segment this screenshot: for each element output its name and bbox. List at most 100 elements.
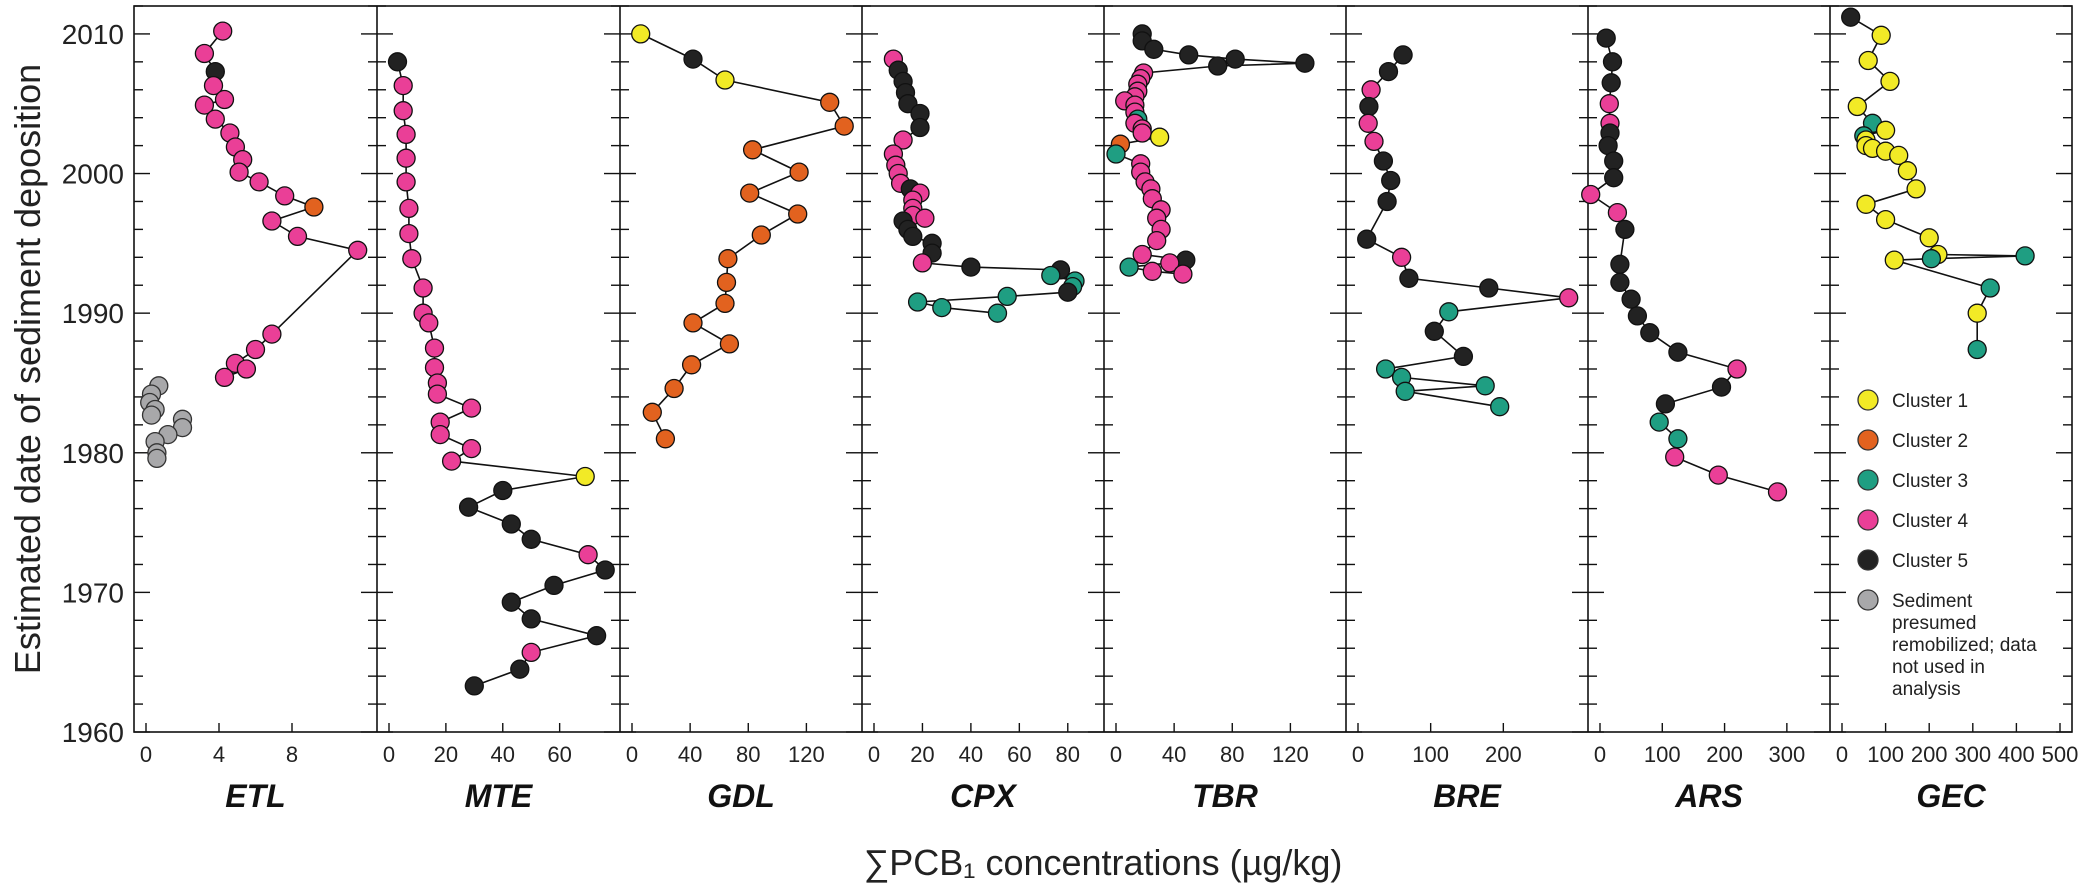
data-point-gdl-cluster-2 bbox=[664, 378, 684, 399]
data-point-cpx-cluster-3 bbox=[997, 286, 1017, 307]
data-point-gdl-cluster-2 bbox=[716, 272, 737, 293]
x-tick-label: 80 bbox=[1220, 742, 1244, 767]
site-label-cpx: CPX bbox=[950, 778, 1017, 814]
legend-swatch bbox=[1857, 469, 1879, 491]
data-point-tbr-cluster-5 bbox=[1144, 39, 1164, 59]
data-point-tbr-cluster-4 bbox=[1173, 264, 1193, 284]
data-point-etl-cluster-4 bbox=[245, 339, 266, 360]
data-point-tbr-cluster-4 bbox=[1160, 253, 1180, 273]
x-tick-label: 100 bbox=[1644, 742, 1681, 767]
x-tick-label: 100 bbox=[1412, 742, 1449, 767]
legend-label: Cluster 3 bbox=[1892, 471, 1968, 492]
data-point-cpx-cluster-4 bbox=[915, 208, 935, 228]
x-tick-label: 0 bbox=[1836, 742, 1848, 767]
data-point-tbr-cluster-3 bbox=[1119, 257, 1139, 277]
data-point-bre-cluster-5 bbox=[1479, 278, 1499, 298]
data-point-tbr-cluster-3 bbox=[1106, 144, 1126, 164]
x-tick-label: 0 bbox=[1594, 742, 1606, 767]
x-tick-label: 200 bbox=[1485, 742, 1522, 767]
data-point-ars-cluster-4 bbox=[1581, 184, 1601, 205]
data-point-ars-cluster-5 bbox=[1604, 168, 1624, 188]
data-point-gdl-cluster-2 bbox=[789, 162, 809, 182]
data-point-etl-cluster-4 bbox=[214, 89, 235, 110]
x-tick-label: 80 bbox=[1056, 742, 1080, 767]
data-point-cpx-cluster-4 bbox=[912, 253, 933, 273]
data-point-bre-cluster-5 bbox=[1373, 151, 1394, 171]
data-point-gec-cluster-3 bbox=[2015, 246, 2035, 266]
data-point-ars-cluster-5 bbox=[1627, 306, 1648, 326]
series-line-gec bbox=[1850, 16, 2026, 350]
data-point-mte-cluster-4 bbox=[419, 313, 439, 333]
legend-swatch bbox=[1857, 429, 1879, 451]
data-point-ars-cluster-5 bbox=[1621, 289, 1641, 309]
site-label-mte: MTE bbox=[465, 778, 534, 814]
data-point-bre-cluster-3 bbox=[1375, 359, 1396, 379]
x-tick-label: 200 bbox=[1911, 742, 1948, 767]
data-point-mte-cluster-4 bbox=[424, 338, 445, 358]
data-point-mte-cluster-4 bbox=[427, 384, 448, 404]
data-point-mte-cluster-5 bbox=[586, 626, 607, 646]
site-label-gec: GEC bbox=[1916, 778, 1986, 814]
data-point-bre-cluster-3 bbox=[1490, 397, 1510, 417]
data-point-gdl-cluster-2 bbox=[742, 140, 763, 160]
data-point-gdl-cluster-1 bbox=[631, 24, 651, 44]
legend-label: presumed bbox=[1892, 613, 1977, 634]
data-point-gec-cluster-3 bbox=[1967, 339, 1987, 360]
data-point-mte-cluster-5 bbox=[464, 676, 484, 696]
data-point-mte-cluster-5 bbox=[510, 659, 530, 679]
data-point-gec-cluster-3 bbox=[1921, 249, 1942, 269]
data-point-bre-cluster-5 bbox=[1453, 346, 1474, 367]
data-point-gec-cluster-1 bbox=[1897, 161, 1918, 181]
site-label-ars: ARS bbox=[1674, 778, 1743, 814]
data-point-tbr-cluster-5 bbox=[1225, 49, 1245, 69]
data-point-etl-cluster-4 bbox=[205, 109, 225, 129]
y-tick-label: 1960 bbox=[62, 717, 124, 748]
data-point-mte-cluster-4 bbox=[396, 124, 416, 145]
legend-label: Cluster 5 bbox=[1892, 551, 1968, 572]
data-point-gec-cluster-1 bbox=[1880, 71, 1900, 92]
data-point-etl-cluster-4 bbox=[236, 359, 257, 379]
y-tick-label: 2000 bbox=[62, 159, 124, 190]
data-point-etl-cluster-4 bbox=[275, 186, 295, 206]
data-point-gdl-cluster-2 bbox=[718, 249, 738, 269]
data-point-ars-cluster-5 bbox=[1655, 394, 1676, 414]
data-point-tbr-cluster-4 bbox=[1142, 261, 1162, 281]
data-point-ars-cluster-5 bbox=[1596, 28, 1616, 48]
data-point-gec-cluster-1 bbox=[1889, 145, 1909, 166]
data-point-gec-cluster-1 bbox=[1967, 303, 1987, 323]
data-point-mte-cluster-1 bbox=[575, 466, 595, 487]
x-tick-label: 400 bbox=[1998, 742, 2035, 767]
data-point-ars-cluster-5 bbox=[1610, 254, 1630, 274]
legend-label: analysis bbox=[1892, 679, 1961, 700]
data-point-bre-cluster-3 bbox=[1395, 381, 1415, 401]
data-point-mte-cluster-5 bbox=[501, 592, 521, 612]
x-tick-label: 40 bbox=[491, 742, 515, 767]
legend-swatch bbox=[1857, 549, 1879, 571]
data-point-gdl-cluster-2 bbox=[788, 204, 808, 224]
data-point-gec-cluster-1 bbox=[1847, 96, 1867, 117]
data-point-gdl-cluster-5 bbox=[683, 49, 703, 69]
data-point-bre-cluster-4 bbox=[1358, 113, 1378, 133]
data-point-bre-cluster-4 bbox=[1361, 80, 1381, 100]
x-tick-label: 200 bbox=[1706, 742, 1743, 767]
x-tick-label: 0 bbox=[868, 742, 880, 767]
data-point-cpx-cluster-3 bbox=[932, 297, 952, 318]
data-point-gec-cluster-1 bbox=[1906, 179, 1926, 199]
data-point-etl-cluster-4 bbox=[229, 162, 249, 182]
data-point-mte-cluster-4 bbox=[521, 642, 541, 663]
data-point-etl-cluster-4 bbox=[262, 211, 282, 231]
data-point-cpx-cluster-5 bbox=[1058, 282, 1078, 302]
x-tick-label: 8 bbox=[286, 742, 298, 767]
data-point-etl-cluster-4 bbox=[262, 324, 282, 344]
data-point-ars-cluster-5 bbox=[1604, 151, 1624, 171]
data-point-mte-cluster-4 bbox=[393, 101, 413, 121]
legend-label: remobilized; data bbox=[1892, 635, 2037, 656]
data-point-mte-cluster-4 bbox=[399, 198, 419, 219]
x-tick-label: 40 bbox=[1162, 742, 1186, 767]
data-point-bre-cluster-4 bbox=[1391, 247, 1412, 267]
data-point-bre-cluster-5 bbox=[1378, 61, 1399, 82]
x-tick-label: 80 bbox=[736, 742, 760, 767]
x-tick-label: 0 bbox=[140, 742, 152, 767]
data-point-ars-cluster-5 bbox=[1602, 52, 1623, 72]
